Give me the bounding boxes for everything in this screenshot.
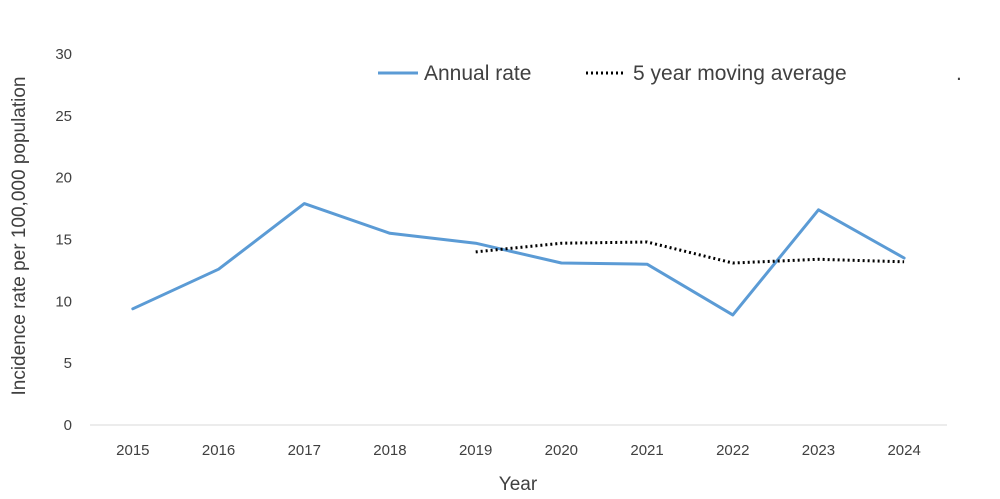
legend-stray-mark: .	[956, 62, 962, 85]
series-line-moving-average	[475, 240, 905, 265]
moving-average-point	[816, 257, 820, 261]
x-tick-label: 2017	[288, 442, 321, 459]
x-tick-label: 2022	[716, 442, 749, 459]
y-tick-label: 25	[55, 108, 72, 125]
moving-average-point	[474, 250, 478, 254]
legend-item-annual-rate: Annual rate	[378, 62, 531, 85]
moving-average-point	[559, 241, 563, 245]
x-tick-label: 2023	[802, 442, 835, 459]
annual-rate-point	[131, 307, 135, 311]
x-tick-label: 2015	[116, 442, 149, 459]
legend-item-moving-average: 5 year moving average	[586, 62, 847, 85]
moving-average-point	[645, 240, 649, 244]
annual-rate-point	[816, 208, 820, 212]
series-layer	[131, 202, 906, 317]
x-tick-label: 2018	[373, 442, 406, 459]
y-tick-label: 5	[64, 355, 72, 372]
x-axis-title: Year	[499, 474, 538, 495]
x-tick-label: 2024	[887, 442, 920, 459]
legend: Annual rate 5 year moving average .	[378, 62, 962, 85]
annual-rate-point	[645, 262, 649, 266]
annual-rate-point	[388, 231, 392, 235]
annual-rate-point	[902, 256, 906, 260]
annual-rate-point	[474, 241, 478, 245]
x-tick-label: 2016	[202, 442, 235, 459]
legend-label-moving-average: 5 year moving average	[633, 62, 847, 85]
moving-average-point	[731, 261, 735, 265]
y-tick-label: 15	[55, 232, 72, 249]
x-tick-label: 2019	[459, 442, 492, 459]
moving-average-point	[902, 260, 906, 264]
y-axis-title: Incidence rate per 100,000 population	[9, 76, 30, 395]
annual-rate-point	[559, 261, 563, 265]
x-tick-label: 2020	[545, 442, 578, 459]
annual-rate-point	[302, 202, 306, 206]
y-tick-label: 0	[64, 417, 72, 434]
y-tick-label: 20	[55, 170, 72, 187]
y-tick-label: 10	[55, 293, 72, 310]
x-axis-ticks: 2015 2016 2017 2018 2019 2020 2021 2022 2023 2024	[116, 442, 921, 459]
annual-rate-point	[731, 313, 735, 317]
x-tick-label: 2021	[630, 442, 663, 459]
annual-rate-point	[217, 267, 221, 271]
legend-label-annual-rate: Annual rate	[424, 62, 531, 85]
y-tick-label: 30	[55, 46, 72, 63]
series-line-annual-rate	[131, 202, 906, 317]
y-axis-ticks: 0 5 10 15 20 25 30	[55, 46, 72, 434]
